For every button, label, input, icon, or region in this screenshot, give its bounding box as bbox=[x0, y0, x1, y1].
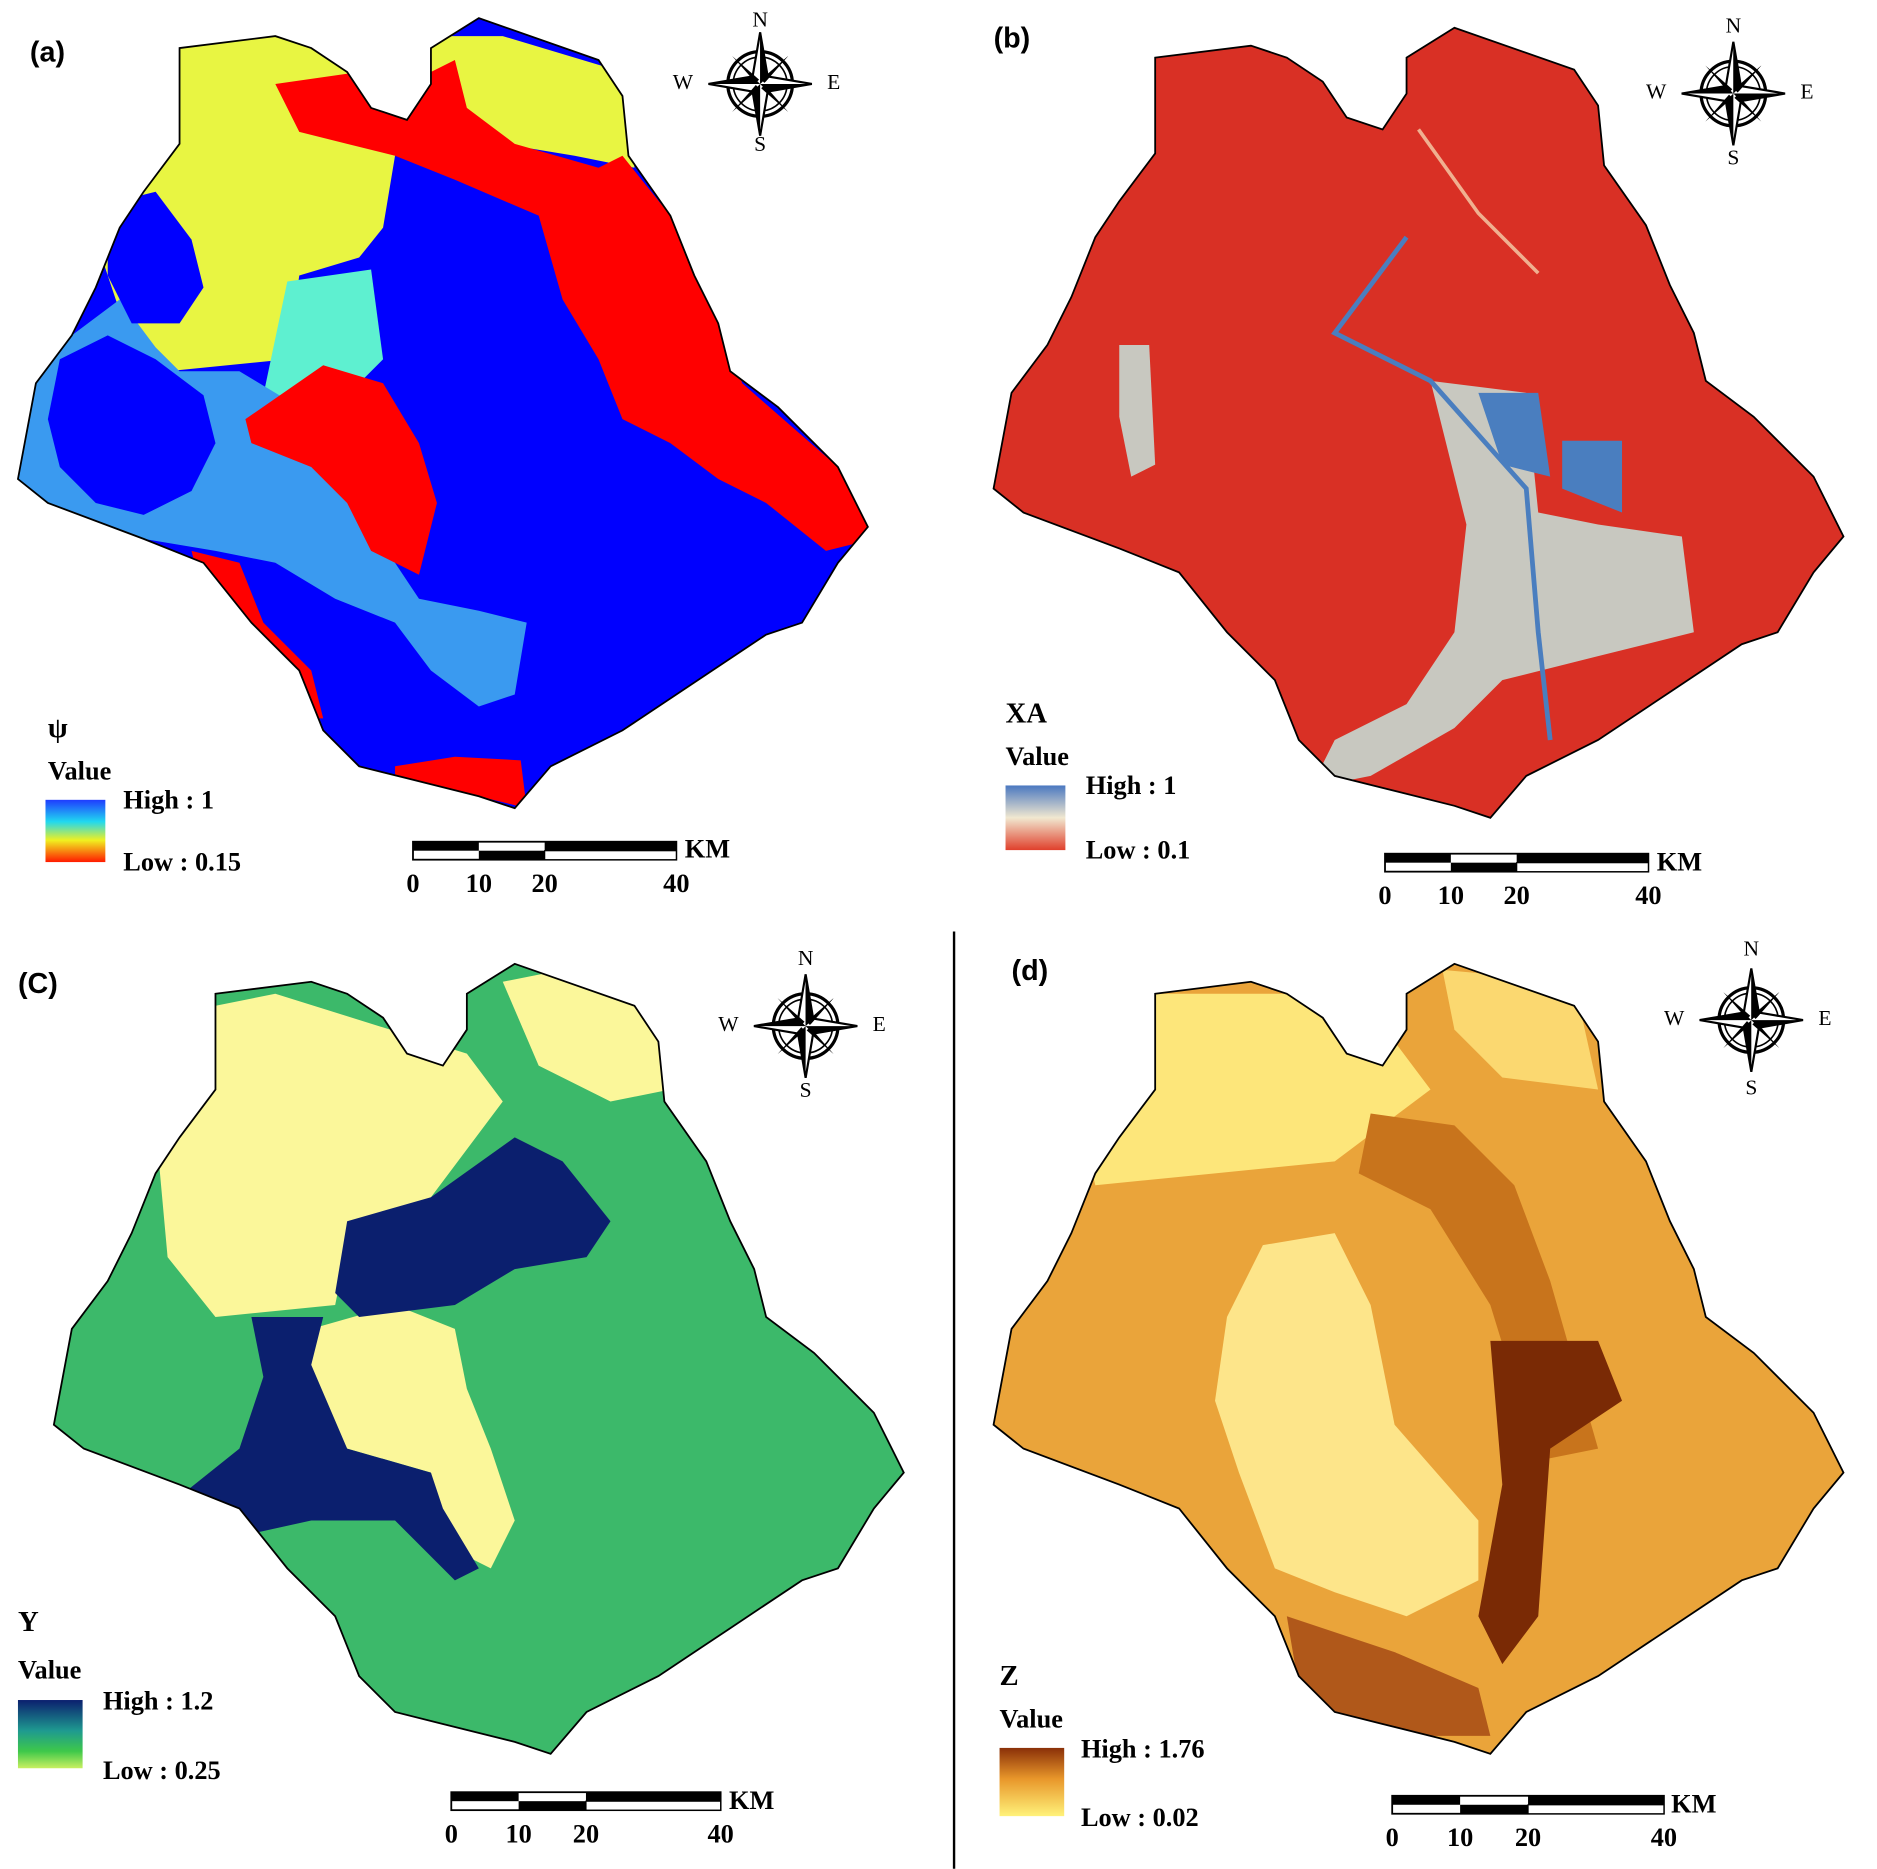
legend-gradient bbox=[1005, 785, 1066, 851]
scale-bar-segment bbox=[412, 841, 479, 851]
compass-w: W bbox=[673, 70, 694, 94]
variable-name: Z bbox=[1000, 1660, 1019, 1692]
scale-label: 0 bbox=[445, 1820, 458, 1849]
compass-s: S bbox=[754, 132, 766, 156]
legend-gradient bbox=[999, 1747, 1065, 1817]
map-a bbox=[17, 17, 869, 810]
legend-high: High : 1 bbox=[123, 785, 214, 814]
compass-n: N bbox=[1726, 14, 1742, 38]
scale-label: 0 bbox=[406, 869, 419, 898]
legend-low: Low : 0.1 bbox=[1086, 836, 1191, 865]
legend-low: Low : 0.02 bbox=[1081, 1803, 1199, 1832]
scale-bar-segment bbox=[544, 850, 677, 861]
scale-bar-segment bbox=[1527, 1804, 1665, 1815]
compass-e: E bbox=[1818, 1006, 1831, 1030]
legend-low: Low : 0.15 bbox=[123, 848, 241, 877]
scale-label: 0 bbox=[1378, 881, 1391, 910]
scale-label: 20 bbox=[532, 869, 558, 898]
legend-title: Value bbox=[18, 1656, 81, 1685]
legend-high: High : 1.2 bbox=[103, 1687, 213, 1716]
legend-title: Value bbox=[48, 757, 111, 786]
legend-gradient bbox=[17, 1700, 83, 1769]
compass-w: W bbox=[1646, 79, 1667, 103]
scale-bar-segment bbox=[1516, 862, 1649, 873]
legend-title: Value bbox=[1000, 1705, 1063, 1734]
scale-bar-segment bbox=[1385, 853, 1451, 863]
scale-bar-segment bbox=[544, 841, 677, 851]
scale-bar-segment bbox=[585, 1792, 721, 1802]
compass-w: W bbox=[718, 1012, 739, 1036]
scale-bar-segment bbox=[1450, 862, 1517, 872]
scale-unit: KM bbox=[685, 834, 730, 863]
scale-unit: KM bbox=[1671, 1790, 1716, 1819]
compass-s: S bbox=[1745, 1075, 1757, 1099]
compass-n: N bbox=[1744, 937, 1760, 961]
compass-n: N bbox=[752, 8, 768, 32]
scale-label: 40 bbox=[1635, 881, 1661, 910]
map-c bbox=[52, 962, 905, 1755]
compass-n: N bbox=[798, 946, 814, 970]
panel-label: (b) bbox=[994, 22, 1031, 54]
scale-bar-segment bbox=[1528, 1795, 1664, 1805]
panel-label: (a) bbox=[30, 37, 65, 69]
scale-label: 10 bbox=[466, 869, 492, 898]
panel-label: (C) bbox=[18, 968, 58, 1000]
variable-name: XA bbox=[1006, 698, 1048, 730]
scale-unit: KM bbox=[729, 1786, 774, 1815]
scale-bar-segment bbox=[1392, 1795, 1461, 1805]
scale-bar-segment bbox=[451, 1792, 519, 1802]
compass-e: E bbox=[873, 1012, 886, 1036]
scale-bar-segment bbox=[1460, 1804, 1529, 1814]
compass-s: S bbox=[1727, 145, 1739, 169]
scale-bar-segment bbox=[518, 1801, 586, 1811]
scale-label: 0 bbox=[1386, 1823, 1399, 1852]
compass-e: E bbox=[827, 70, 840, 94]
scale-label: 10 bbox=[505, 1820, 531, 1849]
scale-bar-segment bbox=[1516, 853, 1649, 863]
scale-label: 40 bbox=[707, 1820, 733, 1849]
legend-high: High : 1 bbox=[1086, 771, 1177, 800]
scale-unit: KM bbox=[1657, 848, 1702, 877]
legend-title: Value bbox=[1006, 742, 1069, 771]
scale-label: 20 bbox=[1504, 881, 1530, 910]
compass-rose bbox=[1697, 966, 1805, 1074]
compass-rose bbox=[1680, 40, 1787, 147]
scale-bar-segment bbox=[585, 1800, 722, 1811]
compass-rose bbox=[752, 972, 859, 1080]
legend-gradient bbox=[45, 799, 106, 863]
scale-label: 10 bbox=[1447, 1823, 1473, 1852]
compass-e: E bbox=[1800, 79, 1813, 103]
map-d bbox=[992, 962, 1845, 1755]
compass-rose bbox=[706, 30, 814, 138]
scale-label: 40 bbox=[663, 869, 689, 898]
variable-name: ψ bbox=[48, 712, 68, 744]
scale-label: 20 bbox=[573, 1820, 599, 1849]
scale-label: 40 bbox=[1651, 1823, 1677, 1852]
panel-label: (d) bbox=[1012, 955, 1049, 987]
map-b bbox=[992, 26, 1845, 819]
scale-label: 10 bbox=[1438, 881, 1464, 910]
legend-low: Low : 0.25 bbox=[103, 1756, 221, 1785]
variable-name: Y bbox=[18, 1606, 39, 1638]
compass-s: S bbox=[800, 1078, 812, 1102]
scale-label: 20 bbox=[1515, 1823, 1541, 1852]
compass-w: W bbox=[1664, 1006, 1685, 1030]
legend-high: High : 1.76 bbox=[1081, 1735, 1205, 1764]
scale-bar-segment bbox=[478, 850, 545, 860]
